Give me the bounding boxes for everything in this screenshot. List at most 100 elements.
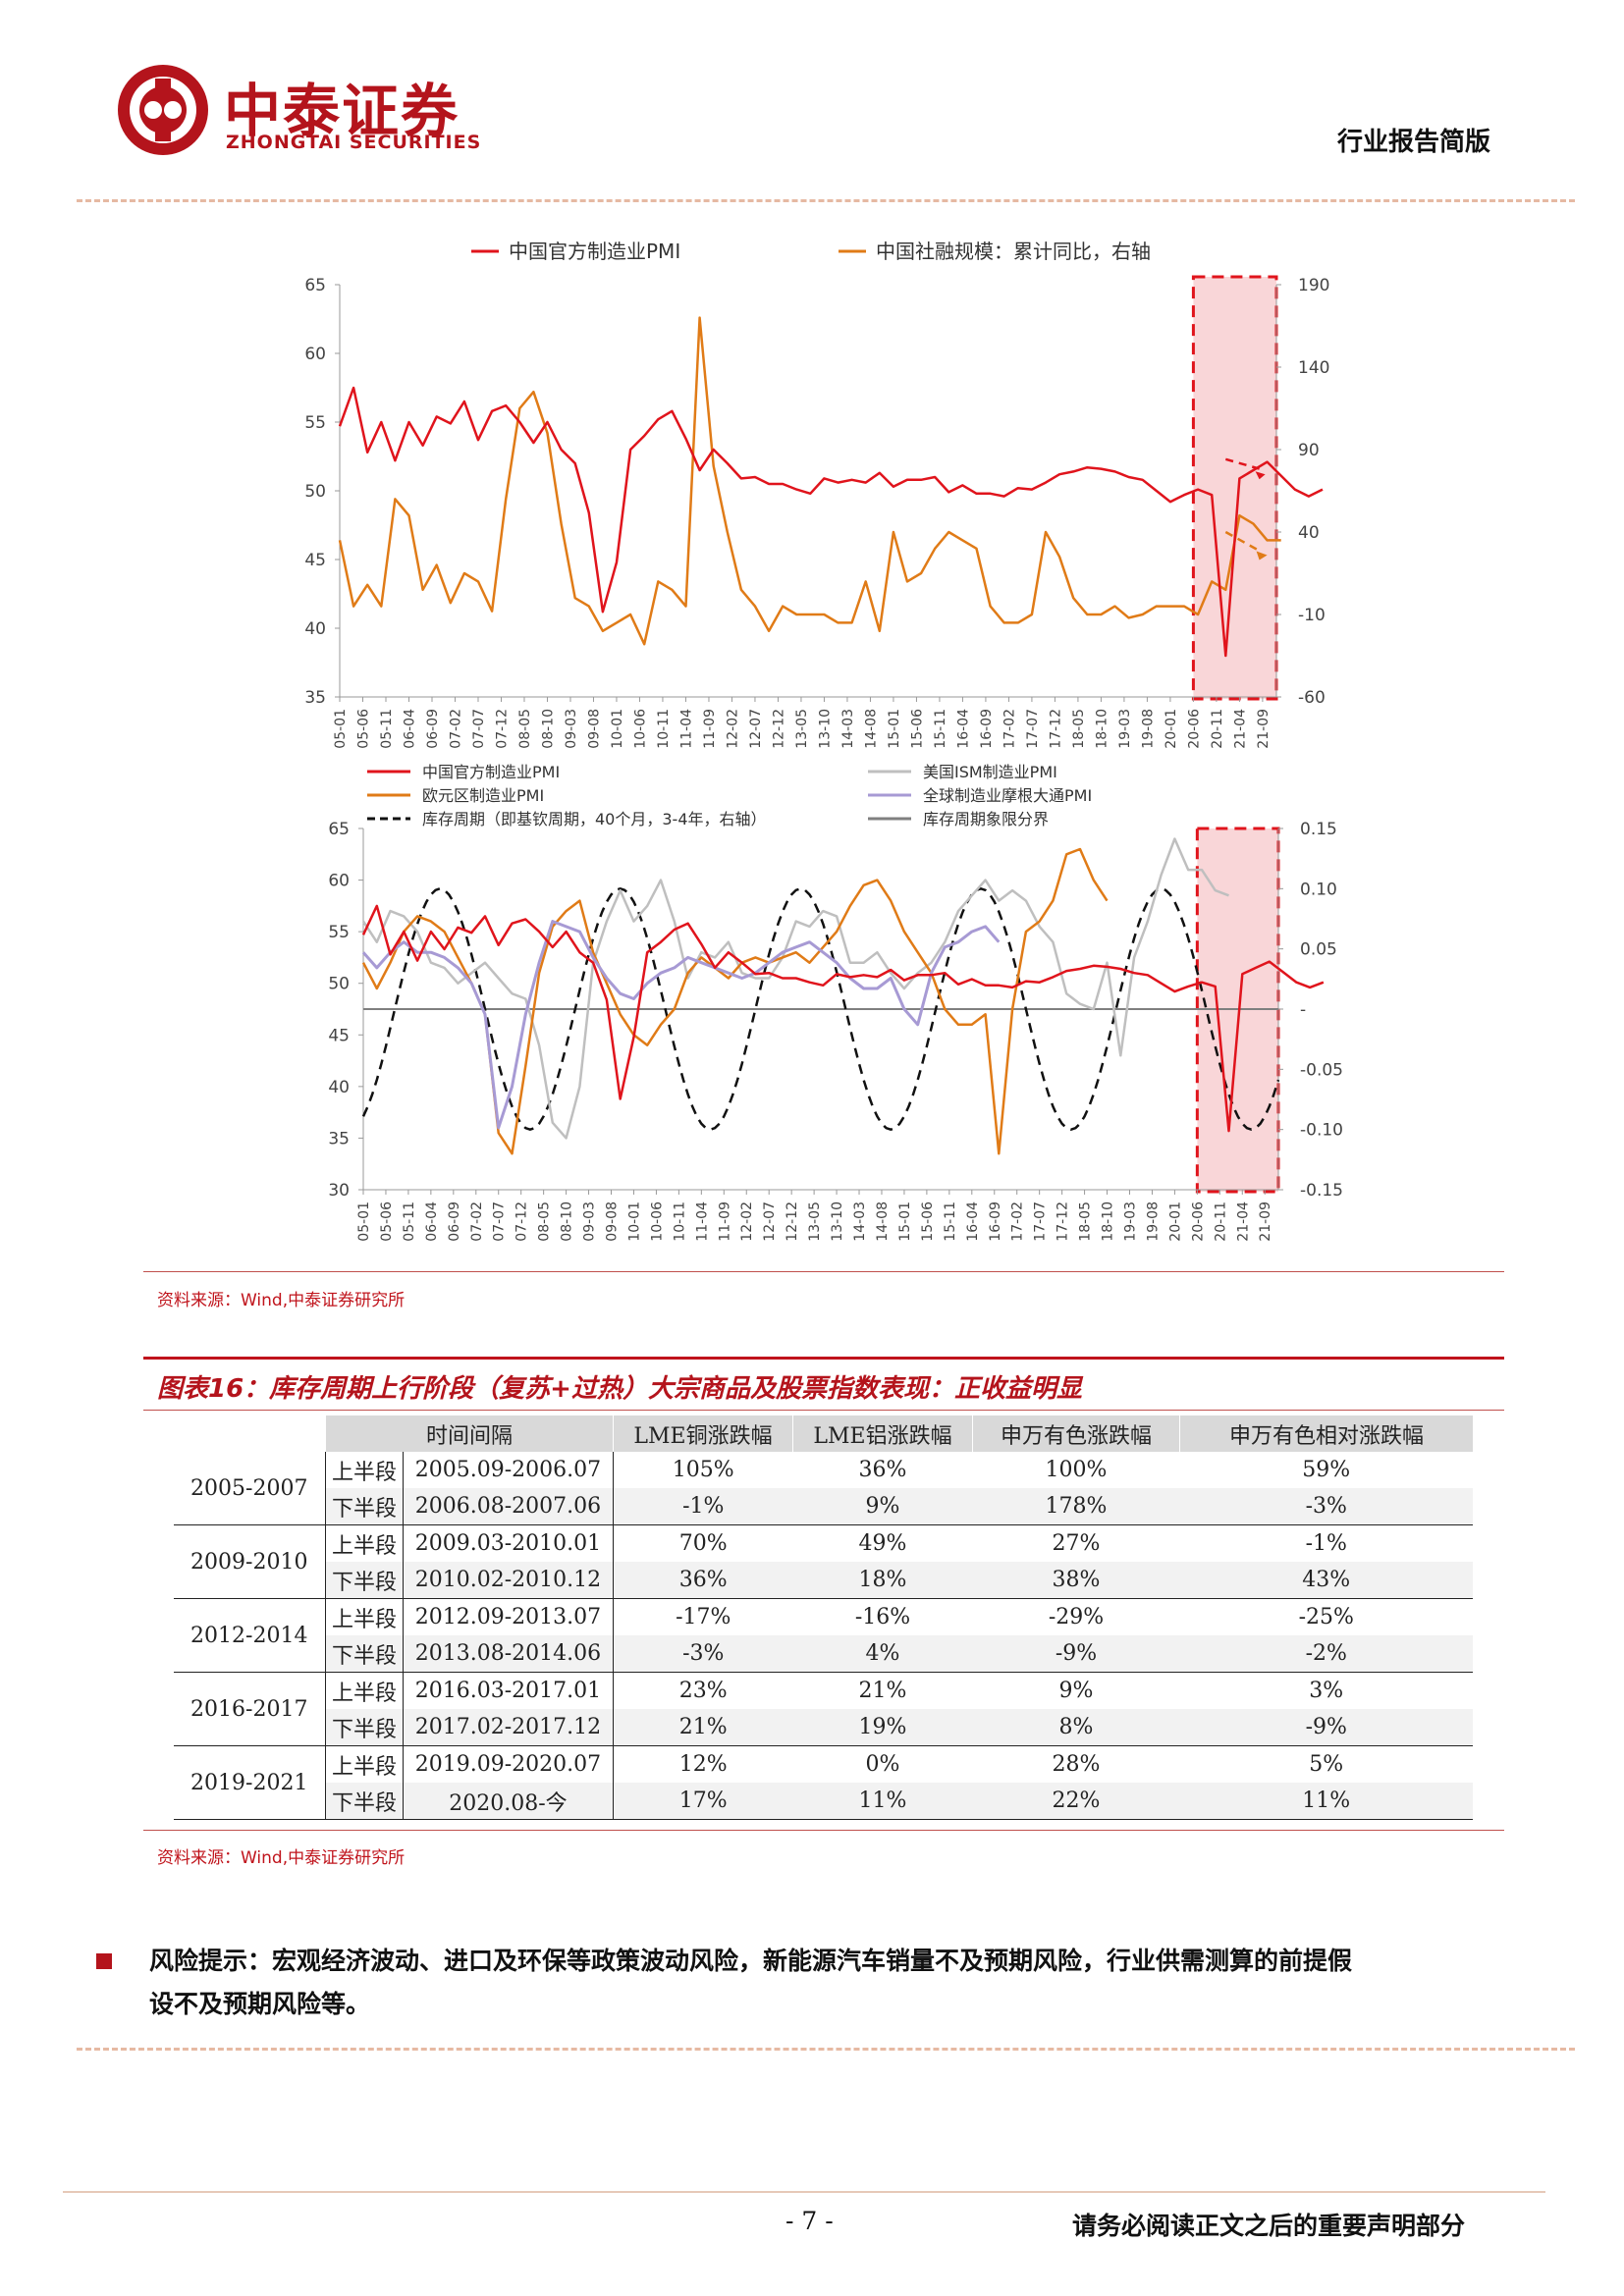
legend-label: 美国ISM制造业PMI [923, 763, 1057, 781]
cycle-years-cell: 2005-2007 [173, 1452, 326, 1525]
header-interval: 时间间隔 [325, 1415, 614, 1452]
table-source: 资料来源：Wind,中泰证券研究所 [157, 1848, 406, 1868]
x-tick-label: 05-11 [379, 709, 395, 749]
x-tick-label: 20-01 [1164, 709, 1179, 749]
interval-cell: 2012.09-2013.07 [403, 1598, 615, 1635]
cycle-years-cell: 2012-2014 [173, 1598, 326, 1673]
header-blank [173, 1415, 326, 1452]
page-number: - 7 - [785, 2207, 834, 2235]
source-divider-top [143, 1271, 1504, 1272]
lme-aluminum-cell: -16% [854, 1605, 911, 1629]
table-row: 2009-2010 上半段 2009.03-2010.01 70% 49% 27% -1% [173, 1524, 1474, 1599]
table-row: 2019-2021 上半段 2019.09-2020.07 12% 0% 28% 5% [173, 1745, 1474, 1820]
x-tick-label: 06-09 [425, 709, 441, 749]
table-row: 2005-2007 上半段 2005.09-2006.07 105% 36% 100% 59… [173, 1452, 1474, 1525]
x-tick-label: 09-08 [605, 1201, 621, 1242]
x-tick-label: 20-11 [1213, 1201, 1228, 1242]
interval-cell: 2006.08-2007.06 [403, 1488, 615, 1525]
interval-cell: 2019.09-2020.07 [403, 1745, 615, 1783]
lme-aluminum-cell: 0% [865, 1752, 900, 1777]
x-tick-label: 05-06 [379, 1201, 395, 1242]
x-tick-label: 12-12 [771, 709, 786, 749]
x-tick-label: 19-08 [1145, 1201, 1161, 1242]
x-tick-label: 15-06 [909, 709, 925, 749]
lme-aluminum-cell: 21% [858, 1679, 907, 1703]
table-row: 下半段 2020.08-今 17% 11% 22% 11% [174, 1783, 1473, 1820]
interval-cell: 2010.02-2010.12 [403, 1562, 615, 1599]
interval-cell: 2016.03-2017.01 [403, 1672, 615, 1709]
y-tick-label-right: 40 [1298, 523, 1320, 543]
header-sw-relative: 申万有色相对涨跌幅 [1179, 1415, 1473, 1452]
x-tick-label: 14-08 [875, 1201, 891, 1242]
x-tick-label: 20-06 [1186, 709, 1202, 749]
y-tick-label-right: 140 [1298, 358, 1329, 378]
risk-line-2: 设不及预期风险等。 [149, 1990, 371, 2018]
x-tick-label: 07-07 [492, 1201, 508, 1242]
y-tick-label-left: 65 [304, 276, 326, 295]
cycle-years-cell: 2016-2017 [173, 1672, 326, 1746]
interval-cell: 2009.03-2010.01 [403, 1524, 615, 1562]
table-title-rule [143, 1357, 1504, 1360]
x-tick-label: 06-09 [447, 1201, 462, 1242]
forecast-pmi-arrowhead-icon [1255, 471, 1266, 480]
x-tick-label: 07-02 [469, 1201, 485, 1242]
forecast-pmi-arrow [1224, 457, 1260, 470]
interval-cell: 2005.09-2006.07 [403, 1452, 615, 1488]
x-tick-label: 21-04 [1235, 1201, 1251, 1242]
x-tick-label: 13-10 [817, 709, 833, 749]
lme-copper-cell: -3% [613, 1635, 793, 1673]
x-tick-label: 10-11 [656, 709, 672, 749]
x-tick-label: 17-07 [1025, 709, 1041, 749]
y-tick-label-right: - [1300, 1000, 1306, 1020]
table-row: 下半段 2006.08-2007.06 -1% 9% 178% -3% [174, 1488, 1473, 1525]
cycle-years-cell: 2009-2010 [173, 1524, 326, 1599]
sw-nonferrous-cell: -29% [1048, 1605, 1105, 1629]
lme-copper-cell: -17% [676, 1605, 731, 1629]
legend-label: 库存周期（即基钦周期，40个月，3-4年，右轴） [422, 810, 767, 828]
sw-relative-cell: -2% [1179, 1635, 1473, 1673]
series-china-pmi [361, 904, 1325, 1133]
table-title-underline [143, 1410, 1504, 1411]
sw-relative-cell: -1% [1305, 1531, 1347, 1556]
interval-cell: 2013.08-2014.06 [403, 1635, 615, 1673]
x-tick-label: 15-01 [887, 709, 902, 749]
lme-aluminum-cell: 18% [792, 1562, 973, 1599]
x-tick-label: 17-07 [1033, 1201, 1049, 1242]
sw-nonferrous-cell: 28% [1052, 1752, 1101, 1777]
phase-cell: 上半段 [325, 1452, 404, 1488]
y-tick-label-left: 30 [328, 1181, 350, 1201]
x-tick-label: 20-01 [1167, 1201, 1183, 1242]
x-tick-label: 13-05 [807, 1201, 823, 1242]
x-tick-label: 14-03 [840, 709, 856, 749]
x-tick-label: 09-08 [586, 709, 602, 749]
sw-nonferrous-cell: -9% [972, 1635, 1180, 1673]
phase-cell: 上半段 [325, 1524, 404, 1562]
series-us-ism-pmi [361, 837, 1229, 1140]
cycle-years-cell: 2019-2021 [173, 1745, 326, 1820]
y-tick-label-right: 0.15 [1300, 820, 1337, 839]
commodity-performance-table: 时间间隔 LME铜涨跌幅 LME铝涨跌幅 申万有色涨跌幅 申万有色相对涨跌幅 2… [173, 1415, 1473, 1820]
sw-relative-cell: -9% [1179, 1709, 1473, 1746]
x-tick-label: 20-11 [1210, 709, 1225, 749]
highlight-box [1191, 275, 1278, 701]
sw-nonferrous-cell: 27% [1052, 1531, 1101, 1556]
x-tick-label: 12-02 [739, 1201, 755, 1242]
chart-global-pmi-inventory-cycle: 中国官方制造业PMI 美国ISM制造业PMI 欧元区制造业PMI 全球制造业摩根大通P… [328, 763, 1343, 1242]
y-tick-label-right: -10 [1298, 606, 1326, 625]
x-tick-label: 17-02 [1001, 709, 1017, 749]
x-tick-label: 16-09 [988, 1201, 1003, 1242]
x-tick-label: 13-05 [794, 709, 810, 749]
x-tick-label: 20-06 [1190, 1201, 1206, 1242]
x-tick-label: 15-11 [933, 709, 948, 749]
header: 中泰证券 ZHONGTAI SECURITIES 行业报告简版 [0, 0, 1624, 206]
sw-nonferrous-cell: 9% [1058, 1679, 1094, 1703]
lme-copper-cell: 23% [678, 1679, 728, 1703]
x-tick-label: 10-01 [626, 1201, 642, 1242]
x-tick-label: 13-10 [830, 1201, 845, 1242]
x-tick-label: 19-03 [1122, 1201, 1138, 1242]
risk-line-1: 风险提示：宏观经济波动、进口及环保等政策波动风险，新能源汽车销量不及预期风险，行… [149, 1947, 1353, 1975]
y-tick-label-left: 50 [328, 975, 350, 994]
x-tick-label: 05-11 [402, 1201, 417, 1242]
sw-nonferrous-cell: 178% [972, 1488, 1180, 1525]
x-tick-label: 17-12 [1056, 1201, 1071, 1242]
